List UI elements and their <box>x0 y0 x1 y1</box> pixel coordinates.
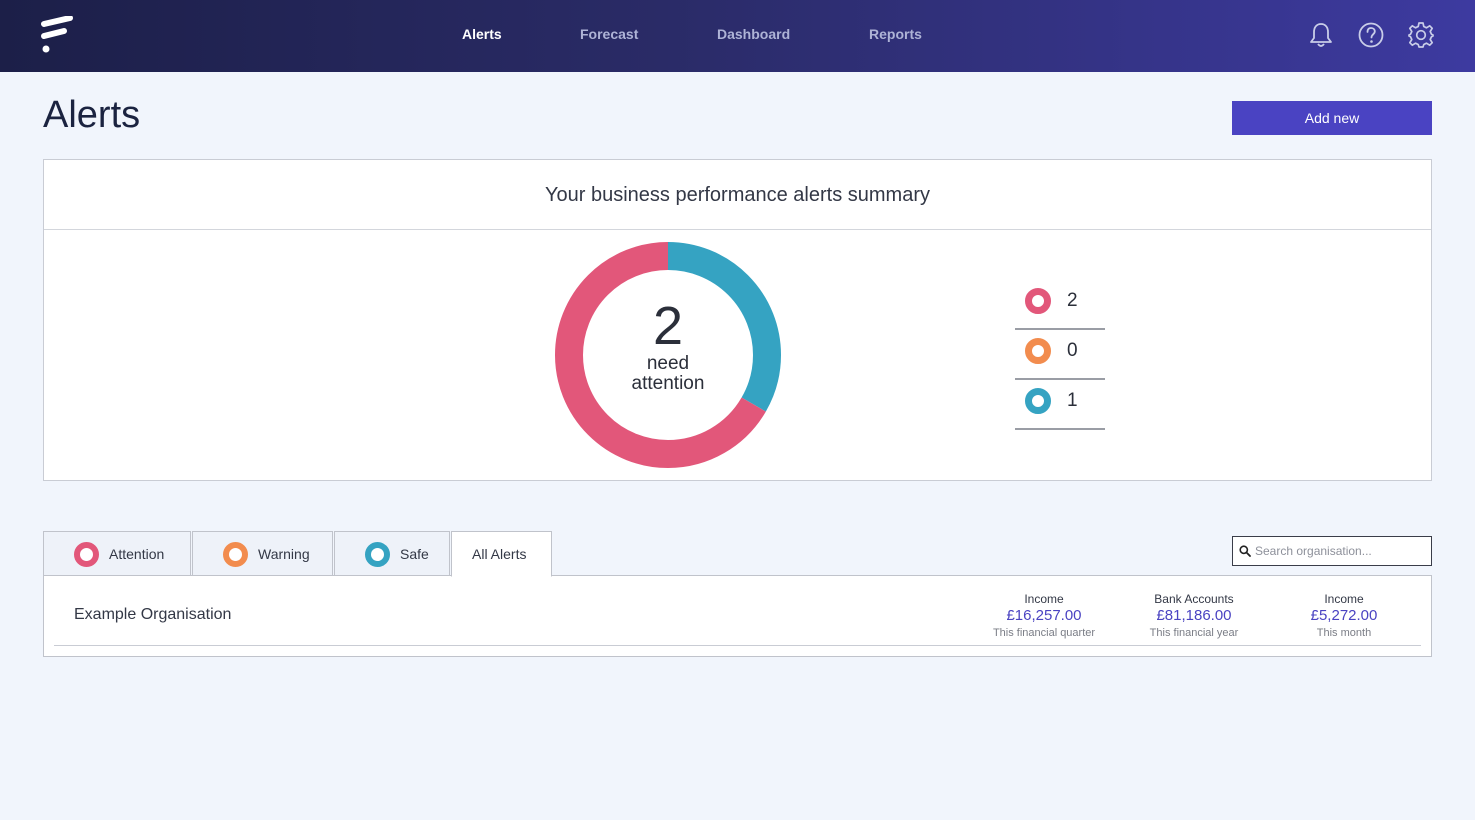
need-label: need <box>646 353 690 374</box>
app-logo[interactable] <box>40 16 76 56</box>
organisation-name: Example Organisation <box>74 606 232 623</box>
search-box <box>1232 536 1432 566</box>
tab-attention-label: Attention <box>109 546 165 562</box>
summary-title: Your business performance alerts summary <box>44 160 1431 230</box>
safe-status-icon <box>365 542 390 567</box>
metric-label: Income <box>1324 592 1364 606</box>
gear-icon[interactable] <box>1406 20 1436 50</box>
page-title: Alerts <box>43 94 141 136</box>
alerts-donut-chart <box>555 242 781 468</box>
tab-all-alerts[interactable]: All Alerts <box>451 531 552 577</box>
tab-safe[interactable]: Safe <box>334 531 450 576</box>
attention-label: attention <box>631 373 705 394</box>
legend-row-attention: 2 <box>1015 280 1105 330</box>
safe-status-icon <box>1025 388 1051 414</box>
metric-value: £81,186.00 <box>1156 607 1232 624</box>
nav-alerts[interactable]: Alerts <box>462 26 502 42</box>
donut-center-label: 2 need attention <box>584 298 752 394</box>
nav-forecast[interactable]: Forecast <box>580 26 639 42</box>
search-icon <box>1239 545 1251 557</box>
organisation-row[interactable]: Example Organisation Income £16,257.00 T… <box>54 576 1421 646</box>
legend-safe-count: 1 <box>1067 390 1078 411</box>
metric-label: Bank Accounts <box>1154 592 1234 606</box>
metric-period: This month <box>1316 627 1372 639</box>
alerts-summary-panel: Your business performance alerts summary… <box>43 159 1432 481</box>
metric-value: £16,257.00 <box>1006 607 1082 624</box>
bell-icon[interactable] <box>1306 20 1336 50</box>
legend-row-warning: 0 <box>1015 330 1105 380</box>
attention-count: 2 <box>652 296 684 356</box>
legend-row-safe: 1 <box>1015 380 1105 430</box>
tab-safe-label: Safe <box>400 546 429 562</box>
metric-label: Income <box>1024 592 1064 606</box>
metric-period: This financial quarter <box>992 627 1096 639</box>
summary-legend: 2 0 1 <box>1015 280 1105 430</box>
help-icon[interactable] <box>1356 20 1386 50</box>
tab-warning-label: Warning <box>258 546 310 562</box>
nav-dashboard[interactable]: Dashboard <box>717 26 791 42</box>
legend-attention-count: 2 <box>1067 290 1078 311</box>
metric-period: This financial year <box>1149 627 1239 639</box>
tab-attention[interactable]: Attention <box>43 531 191 576</box>
metric-income-month: Income £5,272.00 This month <box>1269 592 1419 640</box>
metric-bank-accounts: Bank Accounts £81,186.00 This financial … <box>1119 592 1269 640</box>
warning-status-icon <box>223 542 248 567</box>
attention-status-icon <box>74 542 99 567</box>
nav-reports[interactable]: Reports <box>869 26 922 42</box>
tab-warning[interactable]: Warning <box>192 531 333 576</box>
add-new-button[interactable]: Add new <box>1232 101 1432 135</box>
search-organisation-input[interactable] <box>1255 541 1427 561</box>
legend-warning-count: 0 <box>1067 340 1078 361</box>
donut-segment-attention <box>555 242 781 468</box>
organisation-list: Example Organisation Income £16,257.00 T… <box>43 575 1432 657</box>
tab-all-alerts-label: All Alerts <box>472 546 527 562</box>
attention-status-icon <box>1025 288 1051 314</box>
top-nav-bar: Alerts Forecast Dashboard Reports <box>0 0 1475 72</box>
warning-status-icon <box>1025 338 1051 364</box>
metric-income-quarter: Income £16,257.00 This financial quarter <box>969 592 1119 640</box>
metric-value: £5,272.00 <box>1310 607 1378 624</box>
